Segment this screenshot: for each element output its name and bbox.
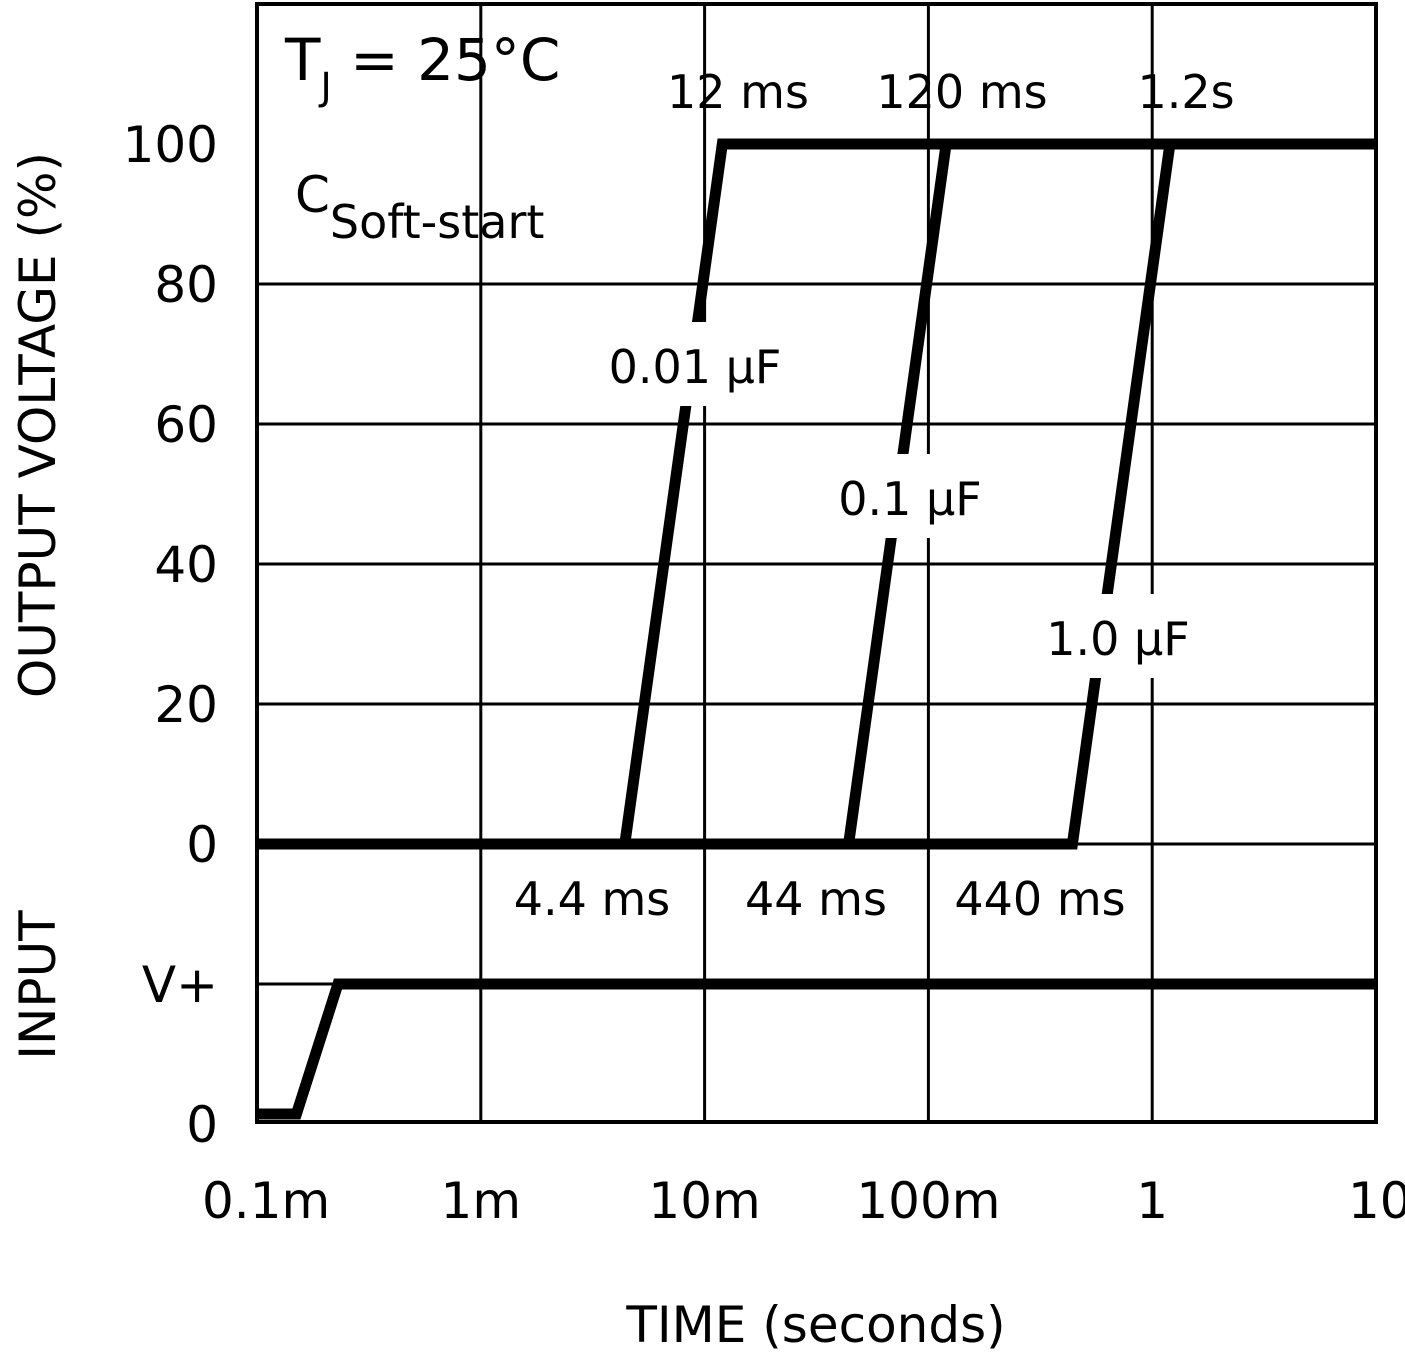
cs-condition: CSoft-start (295, 166, 544, 249)
x-tick-label: 1m (441, 1172, 522, 1230)
x-tick-label: 1 (1136, 1172, 1168, 1230)
y-tick-label: 40 (154, 536, 218, 594)
y-tick-label: 100 (123, 116, 218, 174)
x-tick-label: 100m (856, 1172, 1000, 1230)
start-time-label: 440 ms (954, 872, 1125, 926)
input-axis-title: INPUT (9, 910, 67, 1060)
x-tick-label: 10m (648, 1172, 760, 1230)
series-label-mask (571, 322, 819, 406)
series-label: 0.01 μF (609, 340, 782, 394)
input-tick-label: V+ (142, 956, 218, 1014)
series-label-mask (810, 454, 1010, 538)
labels: 0.01 μF 0.1 μF 1.0 μF 4.4 ms 12 ms 44 ms 120 m… (514, 65, 1235, 926)
plot-frame (255, 2, 1378, 1124)
grid (257, 4, 1376, 1122)
y-tick-label: 80 (154, 256, 218, 314)
x-tick-label: 0.1m (202, 1172, 330, 1230)
input-tick-label: 0 (186, 1096, 218, 1154)
y-axis-title: OUTPUT VOLTAGE (%) (9, 152, 67, 698)
x-tick-label: 10 (1348, 1172, 1405, 1230)
label-masks (571, 322, 1218, 678)
start-time-label: 4.4 ms (514, 872, 671, 926)
series-label: 0.1 μF (838, 472, 982, 526)
series-label: 1.0 μF (1046, 612, 1190, 666)
end-time-label: 1.2s (1137, 65, 1234, 119)
start-time-label: 44 ms (745, 872, 887, 926)
series-label-mask (1018, 594, 1218, 678)
series-line-2 (257, 138, 1376, 850)
end-time-label: 12 ms (667, 65, 809, 119)
y-tick-label: 60 (154, 396, 218, 454)
input-trace (257, 978, 1376, 1120)
end-time-label: 120 ms (876, 65, 1047, 119)
y-tick-label: 20 (154, 676, 218, 734)
x-axis-title: TIME (seconds) (625, 1296, 1005, 1353)
y-tick-label: 0 (186, 816, 218, 874)
tj-condition: TJ = 25°C (284, 26, 560, 109)
